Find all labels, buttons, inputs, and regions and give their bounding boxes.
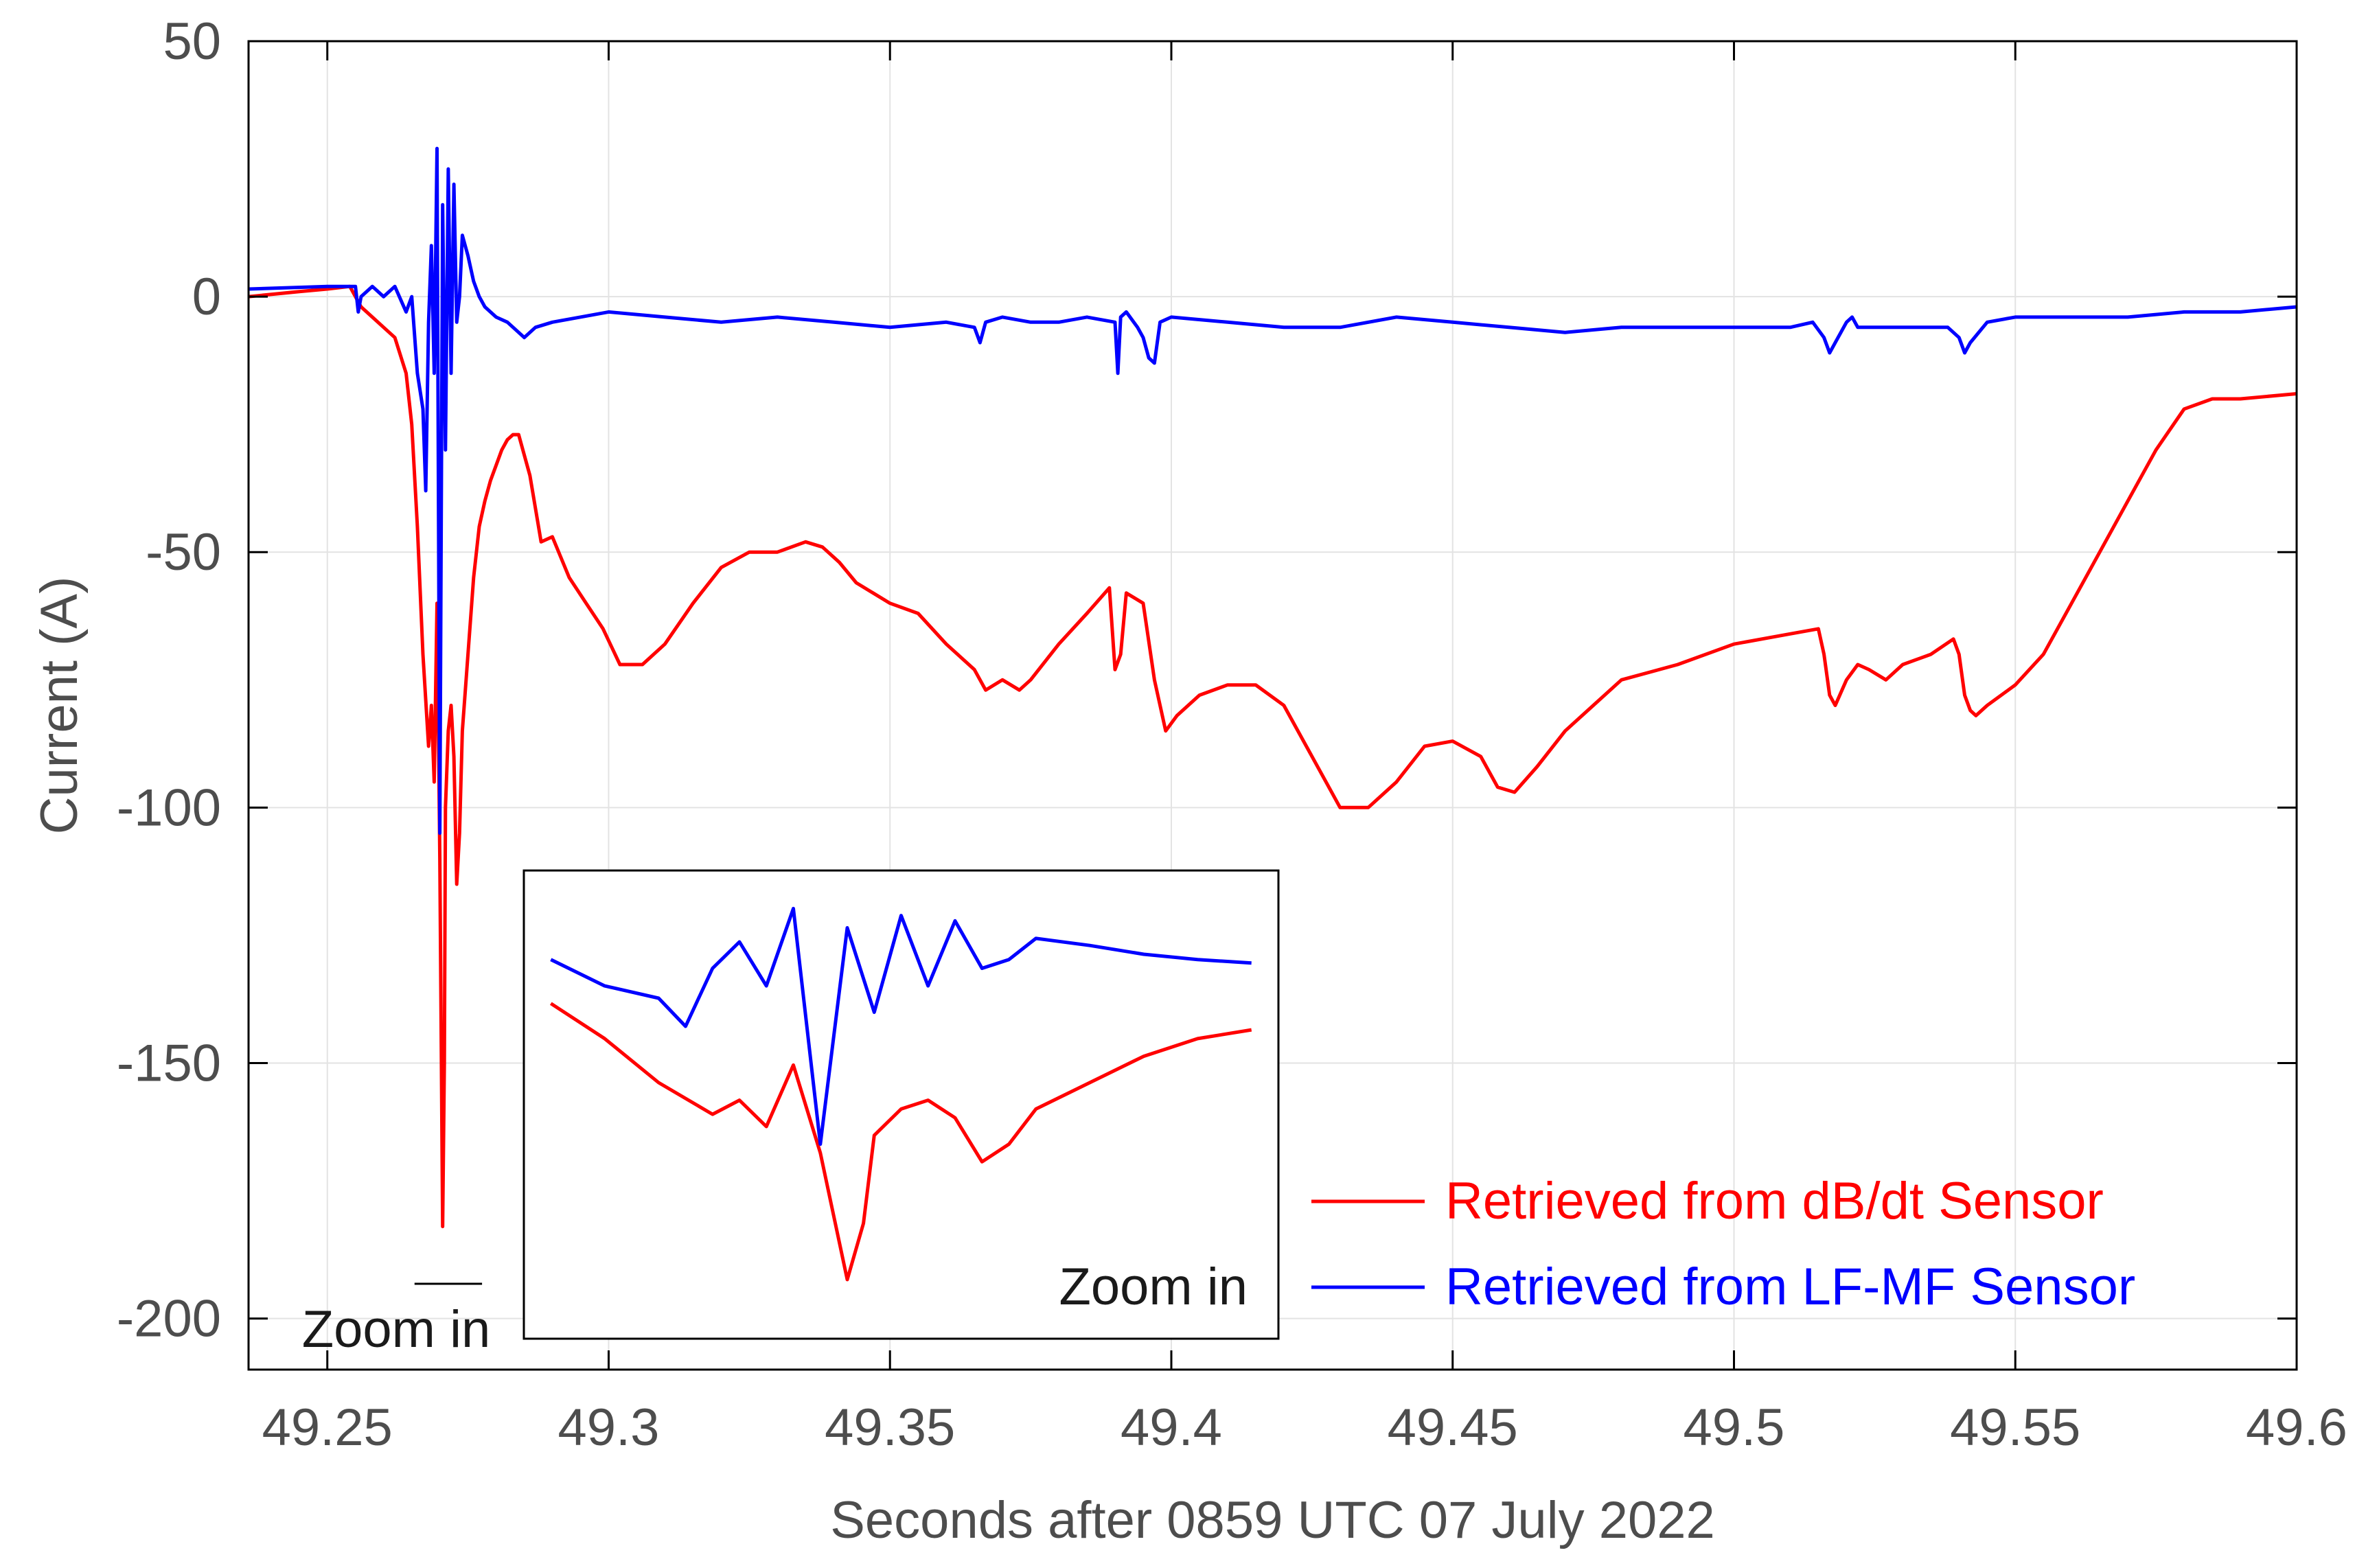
y-tick-label: -50 [146,523,221,581]
y-tick-label: -200 [117,1290,221,1348]
legend: Retrieved from dB/dt Sensor Retrieved fr… [1311,1172,2135,1316]
legend-label-dbdt: Retrieved from dB/dt Sensor [1445,1172,2104,1230]
x-tick-label: 49.3 [558,1398,660,1457]
y-axis-label: Current (A) [30,577,89,835]
y-tick-label: -100 [117,779,221,837]
legend-label-lfmf: Retrieved from LF-MF Sensor [1445,1258,2135,1316]
x-tick-label: 49.35 [825,1398,955,1457]
x-tick-label: 49.4 [1121,1398,1222,1457]
y-tick-label: 50 [163,12,221,71]
axes: 49.25 49.3 49.35 49.4 49.45 49.5 49.55 49.6 50 0 -… [117,12,2347,1457]
inset-series [549,906,1252,1282]
x-axis-label: Seconds after 0859 UTC 07 July 2022 [830,1491,1715,1549]
inset-series-line-lfmf [550,906,1252,1146]
zoom-annotation-label: Zoom in [302,1300,491,1359]
main-series [248,146,2297,1229]
x-tick-label: 49.25 [262,1398,393,1457]
inset-plot: Zoom in [522,869,1280,1340]
zoom-annotation: Zoom in [302,1282,491,1359]
x-tick-label: 49.55 [1950,1398,2080,1457]
inset-series-line-dbdt [549,1002,1252,1282]
series-line-lfmf [248,146,2297,835]
series-line-dbdt [248,284,2297,1229]
plot-frame [247,40,2298,1371]
x-tick-label: 49.45 [1388,1398,1518,1457]
inset-frame [522,869,1280,1340]
x-tick-label: 49.5 [1684,1398,1785,1457]
x-tick-label: 49.6 [2246,1398,2347,1457]
inset-zoom-label: Zoom in [1059,1258,1248,1316]
y-tick-label: 0 [192,268,221,326]
y-tick-label: -150 [117,1034,221,1092]
